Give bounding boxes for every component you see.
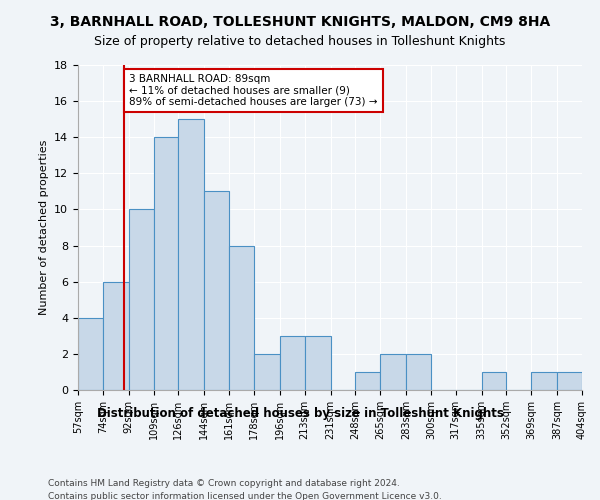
Text: 3 BARNHALL ROAD: 89sqm
← 11% of detached houses are smaller (9)
89% of semi-deta: 3 BARNHALL ROAD: 89sqm ← 11% of detached…: [129, 74, 377, 107]
Text: Distribution of detached houses by size in Tolleshunt Knights: Distribution of detached houses by size …: [97, 408, 503, 420]
Y-axis label: Number of detached properties: Number of detached properties: [38, 140, 49, 315]
Bar: [254, 354, 280, 390]
Bar: [305, 336, 331, 390]
Bar: [129, 210, 154, 390]
Text: Contains HM Land Registry data © Crown copyright and database right 2024.: Contains HM Land Registry data © Crown c…: [48, 479, 400, 488]
Bar: [531, 372, 557, 390]
Bar: [205, 192, 229, 390]
Bar: [482, 372, 506, 390]
Bar: [380, 354, 406, 390]
Bar: [406, 354, 431, 390]
Text: Size of property relative to detached houses in Tolleshunt Knights: Size of property relative to detached ho…: [94, 35, 506, 48]
Bar: [355, 372, 380, 390]
Bar: [78, 318, 103, 390]
Bar: [229, 246, 254, 390]
Text: 3, BARNHALL ROAD, TOLLESHUNT KNIGHTS, MALDON, CM9 8HA: 3, BARNHALL ROAD, TOLLESHUNT KNIGHTS, MA…: [50, 15, 550, 29]
Bar: [154, 137, 178, 390]
Bar: [280, 336, 305, 390]
Bar: [178, 119, 205, 390]
Bar: [557, 372, 582, 390]
Bar: [103, 282, 129, 390]
Text: Contains public sector information licensed under the Open Government Licence v3: Contains public sector information licen…: [48, 492, 442, 500]
